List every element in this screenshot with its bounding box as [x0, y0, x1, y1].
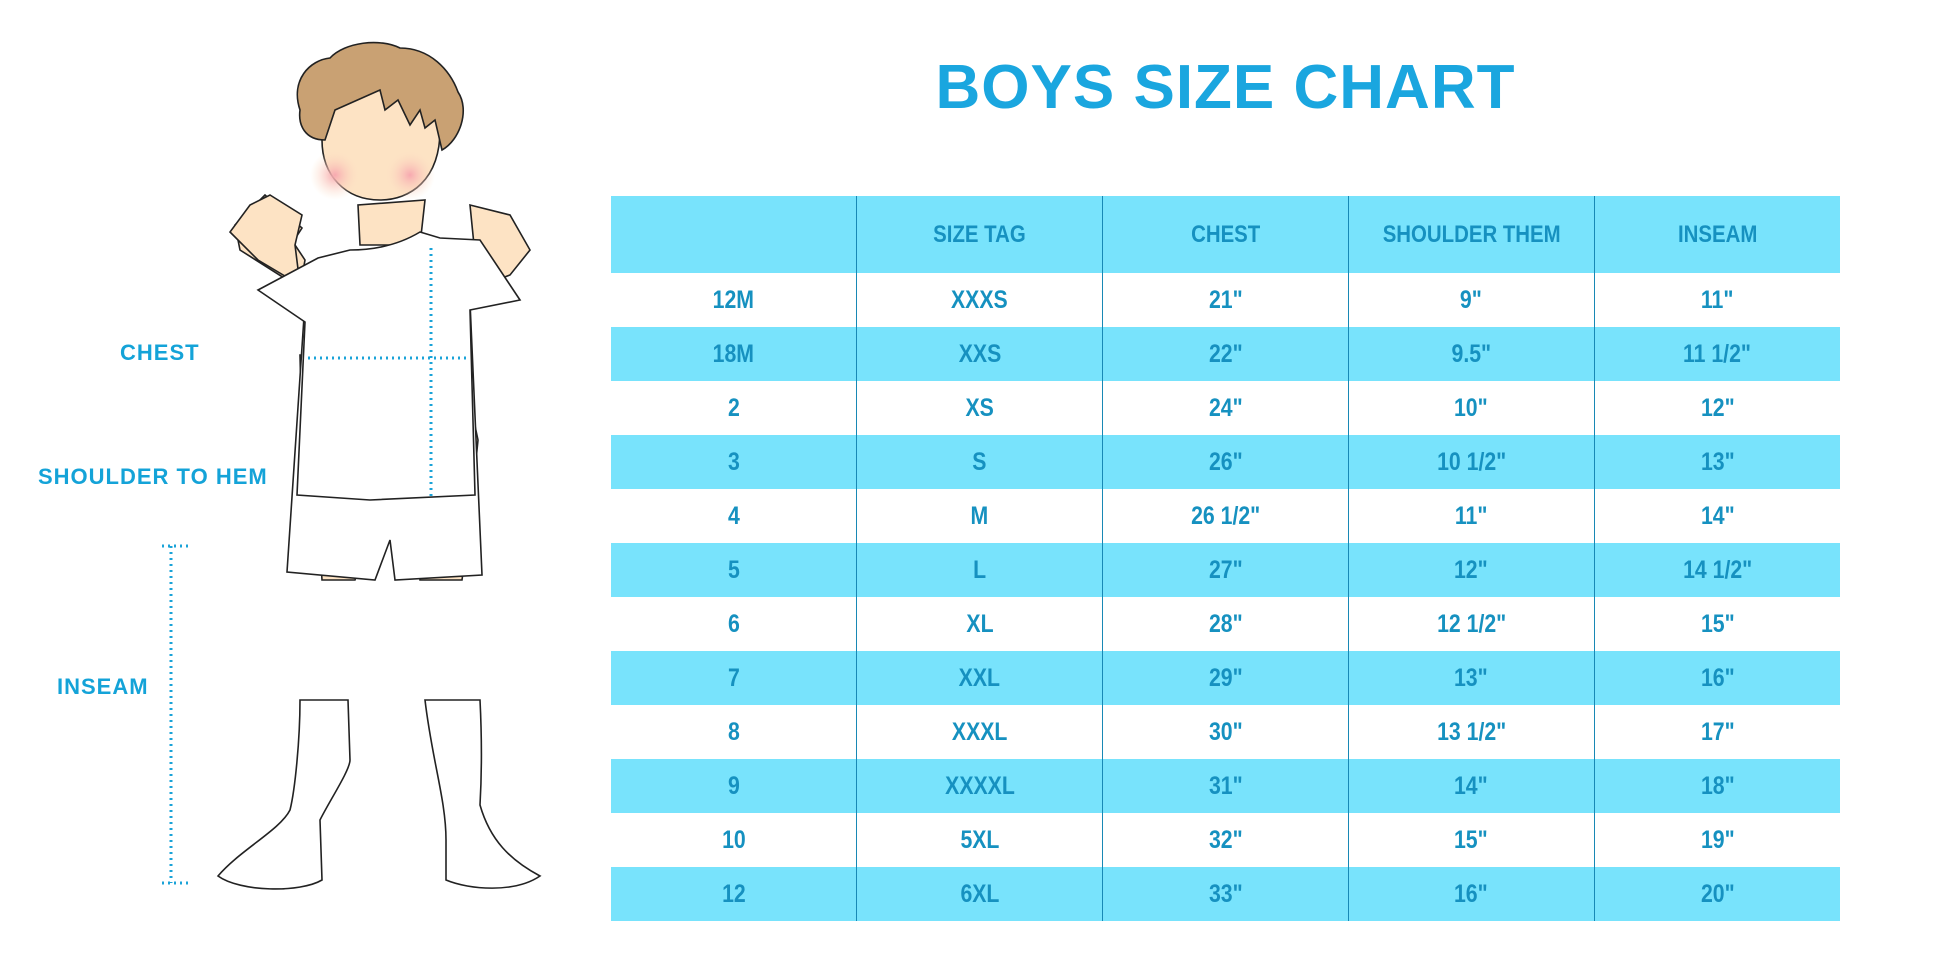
cell-inseam: 14 1/2"	[1593, 543, 1840, 597]
inseam-label: INSEAM	[57, 674, 149, 699]
cell-chest: 27"	[1102, 543, 1349, 597]
size-chart-table: SIZE TAG CHEST SHOULDER THEM INSEAM 12M X…	[611, 196, 1840, 921]
table-row: 5 L 27" 12" 14 1/2"	[611, 543, 1840, 597]
cell-inseam: 20"	[1593, 867, 1840, 921]
header-chest: CHEST	[1102, 196, 1349, 273]
header-size	[611, 196, 857, 273]
cell-size: 7	[727, 663, 740, 692]
cell-chest: 22"	[1102, 327, 1349, 381]
cell-size: 4	[727, 501, 740, 530]
cell-size-tag: M	[856, 489, 1103, 543]
cell-shoulder: 16"	[1347, 867, 1595, 921]
cell-size-tag: L	[856, 543, 1103, 597]
boy-illustration	[162, 41, 542, 890]
table-row: 6 XL 28" 12 1/2" 15"	[611, 597, 1840, 651]
header-size-tag: SIZE TAG	[856, 196, 1103, 273]
cell-shoulder: 10"	[1347, 381, 1595, 435]
table-row: 10 5XL 32" 15" 19"	[611, 813, 1840, 867]
table-header-row: SIZE TAG CHEST SHOULDER THEM INSEAM	[611, 196, 1840, 273]
cell-size: 3	[727, 447, 740, 476]
table-row: 2 XS 24" 10" 12"	[611, 381, 1840, 435]
table-row: 3 S 26" 10 1/2" 13"	[611, 435, 1840, 489]
table-row: 4 M 26 1/2" 11" 14"	[611, 489, 1840, 543]
cell-shoulder: 11"	[1347, 489, 1595, 543]
cell-chest: 29"	[1102, 651, 1349, 705]
cell-chest: 21"	[1102, 273, 1349, 327]
cell-size-tag: XL	[856, 597, 1103, 651]
cell-chest: 31"	[1102, 759, 1349, 813]
cell-shoulder: 13 1/2"	[1347, 705, 1595, 759]
cell-size: 12	[721, 879, 746, 908]
cell-inseam: 19"	[1593, 813, 1840, 867]
cell-inseam: 11"	[1593, 273, 1840, 327]
table-row: 8 XXXL 30" 13 1/2" 17"	[611, 705, 1840, 759]
shoulder-to-hem-label: SHOULDER TO HEM	[38, 464, 268, 489]
cell-chest: 33"	[1102, 867, 1349, 921]
cell-inseam: 15"	[1593, 597, 1840, 651]
cell-shoulder: 12"	[1347, 543, 1595, 597]
cell-shoulder: 9"	[1347, 273, 1595, 327]
cell-chest: 26"	[1102, 435, 1349, 489]
cell-shoulder: 12 1/2"	[1347, 597, 1595, 651]
header-inseam: INSEAM	[1593, 196, 1840, 273]
cell-inseam: 16"	[1593, 651, 1840, 705]
cell-size-tag: S	[856, 435, 1103, 489]
cell-shoulder: 15"	[1347, 813, 1595, 867]
cell-chest: 32"	[1102, 813, 1349, 867]
cell-inseam: 18"	[1593, 759, 1840, 813]
cell-size: 8	[727, 717, 740, 746]
cell-size-tag: 5XL	[856, 813, 1103, 867]
cell-size: 5	[727, 555, 740, 584]
cell-inseam: 14"	[1593, 489, 1840, 543]
table-row: 12M XXXS 21" 9" 11"	[611, 273, 1840, 327]
cell-chest: 26 1/2"	[1102, 489, 1349, 543]
cell-inseam: 13"	[1593, 435, 1840, 489]
cell-chest: 24"	[1102, 381, 1349, 435]
cell-shoulder: 10 1/2"	[1347, 435, 1595, 489]
cell-shoulder: 14"	[1347, 759, 1595, 813]
cell-size-tag: 6XL	[856, 867, 1103, 921]
table-row: 12 6XL 33" 16" 20"	[611, 867, 1840, 921]
cell-size-tag: XXXS	[856, 273, 1103, 327]
cell-inseam: 11 1/2"	[1593, 327, 1840, 381]
cell-shoulder: 13"	[1347, 651, 1595, 705]
cell-size-tag: XXXL	[856, 705, 1103, 759]
cell-inseam: 17"	[1593, 705, 1840, 759]
cell-size: 2	[727, 393, 740, 422]
table-row: 9 XXXXL 31" 14" 18"	[611, 759, 1840, 813]
table-row: 18M XXS 22" 9.5" 11 1/2"	[611, 327, 1840, 381]
table-row: 7 XXL 29" 13" 16"	[611, 651, 1840, 705]
cell-size-tag: XS	[856, 381, 1103, 435]
cell-size: 18M	[712, 339, 755, 368]
cell-size-tag: XXS	[856, 327, 1103, 381]
cell-chest: 28"	[1102, 597, 1349, 651]
cell-size: 9	[727, 771, 740, 800]
cell-size: 6	[727, 609, 740, 638]
cell-inseam: 12"	[1593, 381, 1840, 435]
page-title: BOYS SIZE CHART	[935, 53, 1516, 122]
chest-label: CHEST	[120, 340, 200, 365]
cell-shoulder: 9.5"	[1347, 327, 1595, 381]
cell-size: 10	[721, 825, 746, 854]
header-shoulder: SHOULDER THEM	[1347, 196, 1595, 273]
cell-chest: 30"	[1102, 705, 1349, 759]
cell-size: 12M	[712, 285, 755, 314]
cell-size-tag: XXL	[856, 651, 1103, 705]
cell-size-tag: XXXXL	[856, 759, 1103, 813]
